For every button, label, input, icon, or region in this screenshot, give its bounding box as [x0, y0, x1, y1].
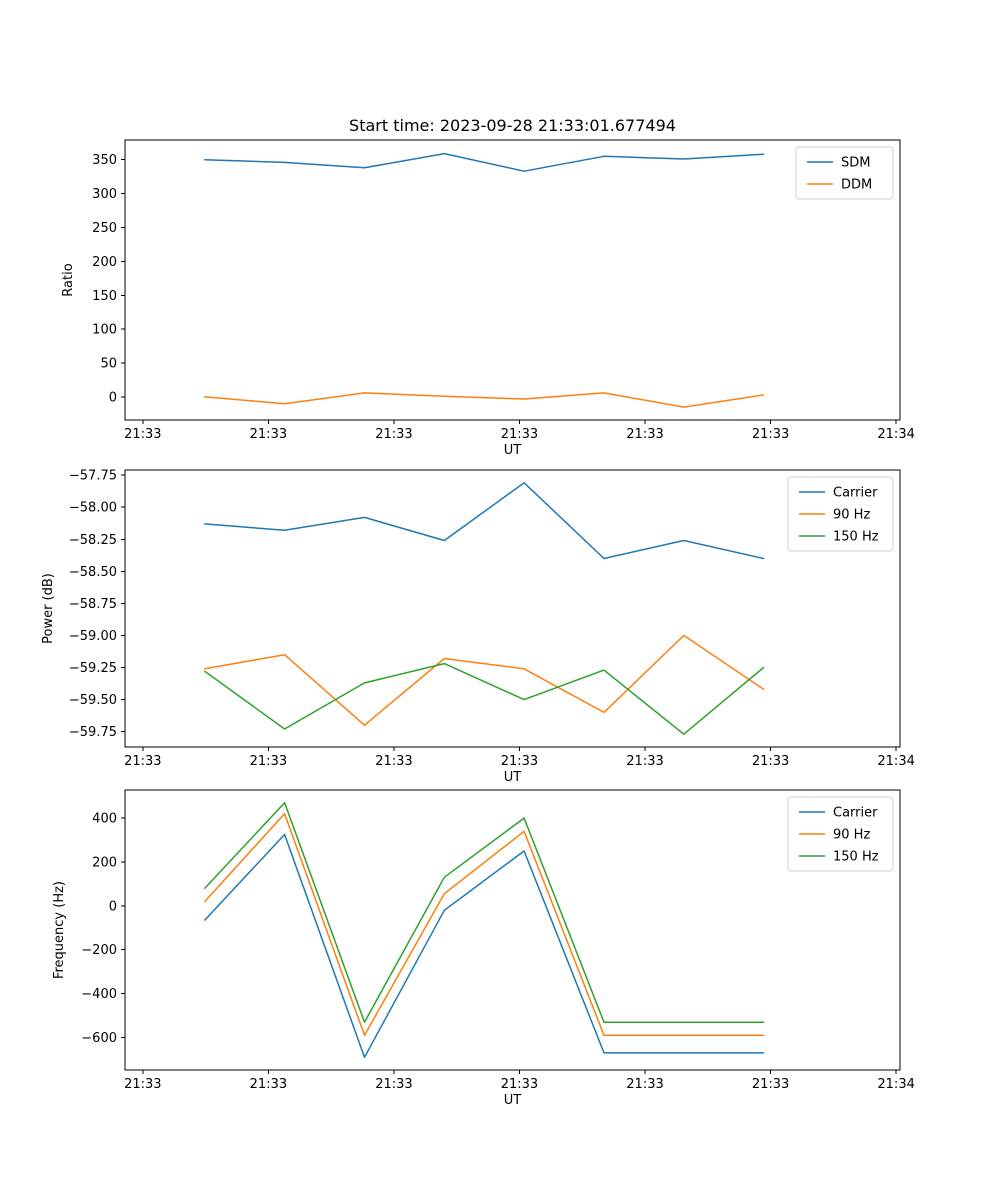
series-line-150-hz	[204, 801, 765, 1023]
y-tick-label: 300	[92, 187, 117, 202]
axes-frame	[124, 789, 901, 1071]
x-tick-label: 21:34	[877, 754, 914, 769]
y-tick-label: −59.25	[69, 661, 117, 676]
y-tick-label: 150	[92, 289, 117, 304]
legend-label: Carrier	[833, 486, 878, 501]
y-tick-label: −59.50	[69, 693, 117, 708]
legend: Carrier 90 Hz 150 Hz	[787, 476, 894, 552]
axes-frame	[124, 139, 901, 421]
x-tick-label: 21:33	[501, 754, 538, 769]
x-tick-label: 21:33	[626, 1077, 663, 1092]
y-tick-label: 250	[92, 221, 117, 236]
x-tick-label: 21:33	[501, 427, 538, 442]
series-line-carrier	[204, 833, 765, 1059]
x-tick-label: 21:33	[250, 1077, 287, 1092]
x-axis-label: UT	[504, 443, 522, 458]
legend-label: 90 Hz	[833, 508, 870, 523]
series-line-sdm	[204, 152, 765, 172]
legend-label: 150 Hz	[833, 530, 879, 545]
x-tick-label: 21:33	[124, 754, 161, 769]
y-tick-label: −59.00	[69, 629, 117, 644]
y-tick-label: 350	[92, 153, 117, 168]
legend-label: 150 Hz	[833, 850, 879, 865]
y-tick-label: −58.75	[69, 597, 117, 612]
y-tick-label: −200	[81, 943, 117, 958]
series-line-90-hz	[204, 634, 765, 726]
y-tick-label: 200	[92, 855, 117, 870]
series-line-ddm	[204, 392, 765, 408]
chart-3-axes: 400 200 0 −200 −400 −600 21:33 21:33 21:33 21:33 2…	[52, 789, 915, 1108]
y-tick-label: 50	[100, 357, 117, 372]
series-line-90-hz	[204, 812, 765, 1037]
y-axis-label: Power (dB)	[41, 573, 56, 644]
x-tick-label: 21:33	[626, 754, 663, 769]
legend: SDM DDM	[795, 146, 894, 200]
legend-box	[795, 146, 894, 200]
y-tick-label: −600	[81, 1031, 117, 1046]
x-tick-label: 21:33	[250, 754, 287, 769]
y-tick-label: −58.50	[69, 565, 117, 580]
x-tick-label: 21:33	[752, 754, 789, 769]
x-tick-label: 21:33	[626, 427, 663, 442]
y-tick-label: 0	[109, 390, 117, 405]
x-tick-label: 21:33	[752, 1077, 789, 1092]
y-tick-label: 0	[109, 899, 117, 914]
y-tick-label: −58.25	[69, 533, 117, 548]
x-tick-label: 21:33	[250, 427, 287, 442]
chart-2-axes: −57.75 −58.00 −58.25 −58.50 −58.75 −59.00 −59.…	[41, 469, 915, 785]
chart-1-axes: 350 300 250 200 150 100 50 0 21:33 21:33 21:33 21:3…	[61, 139, 915, 458]
legend-label: 90 Hz	[833, 828, 870, 843]
y-tick-label: 400	[92, 812, 117, 827]
y-axis-label: Ratio	[61, 263, 76, 296]
y-tick-label: −57.75	[69, 469, 117, 484]
x-tick-label: 21:33	[124, 427, 161, 442]
y-tick-label: −59.75	[69, 725, 117, 740]
x-tick-label: 21:33	[124, 1077, 161, 1092]
x-tick-label: 21:33	[375, 427, 412, 442]
figure-title: Start time: 2023-09-28 21:33:01.677494	[349, 116, 676, 135]
x-axis-label: UT	[504, 770, 522, 785]
legend-label: Carrier	[833, 806, 878, 821]
x-tick-label: 21:33	[375, 754, 412, 769]
x-tick-label: 21:34	[877, 1077, 914, 1092]
x-tick-label: 21:33	[375, 1077, 412, 1092]
legend-label: DDM	[841, 178, 872, 193]
x-tick-label: 21:33	[752, 427, 789, 442]
series-line-carrier	[204, 482, 765, 560]
legend-box	[787, 476, 894, 552]
y-tick-label: 200	[92, 255, 117, 270]
y-tick-label: −58.00	[69, 501, 117, 516]
series-line-150-hz	[204, 662, 765, 735]
x-axis-label: UT	[504, 1093, 522, 1108]
y-axis-label: Frequency (Hz)	[52, 881, 67, 979]
legend-label: SDM	[841, 156, 870, 171]
y-tick-label: 100	[92, 323, 117, 338]
x-tick-label: 21:33	[501, 1077, 538, 1092]
y-tick-label: −400	[81, 987, 117, 1002]
x-tick-label: 21:34	[877, 427, 914, 442]
legend-box	[787, 796, 894, 872]
legend: Carrier 90 Hz 150 Hz	[787, 796, 894, 872]
axes-frame	[124, 469, 901, 748]
